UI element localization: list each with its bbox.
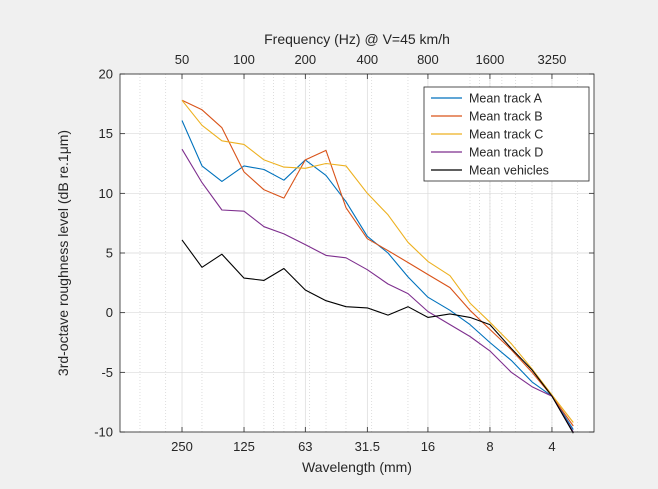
y-tick-label: 15 (99, 126, 113, 141)
x-tick-label: 4 (548, 439, 555, 454)
series-line-5 (181, 239, 574, 434)
series-line-4 (181, 148, 574, 433)
legend-label: Mean track B (469, 110, 543, 124)
y-tick-label: 0 (106, 305, 113, 320)
y-tick-label: 5 (106, 246, 113, 261)
y-axis-label: 3rd-octave roughness level (dB re.1μm) (55, 130, 71, 376)
series-line-2 (181, 99, 574, 427)
legend-label: Mean vehicles (469, 164, 549, 178)
legend-label: Mean track A (469, 92, 543, 106)
top-tick-label: 800 (417, 52, 439, 67)
x-tick-label: 8 (486, 439, 493, 454)
x-axis-label: Wavelength (mm) (302, 459, 412, 475)
x-tick-label: 125 (233, 439, 255, 454)
y-tick-label: -5 (101, 365, 113, 380)
top-tick-label: 100 (233, 52, 255, 67)
top-tick-label: 3250 (537, 52, 566, 67)
series-layer (181, 99, 574, 434)
x-tick-label: 16 (421, 439, 435, 454)
legend-items: Mean track A Mean track B Mean track C Mean… (431, 92, 549, 178)
series-line-3 (181, 99, 574, 423)
x-tick-label: 63 (298, 439, 312, 454)
legend-label: Mean track D (469, 146, 543, 160)
x-tick-label: 31.5 (355, 439, 380, 454)
top-tick-label: 200 (294, 52, 316, 67)
axis-ticks: 250 125 63 31.5 16 8 450 100 200 400 800 1600 3250-1… (94, 52, 594, 454)
legend: Mean track A Mean track B Mean track C Mean… (423, 86, 590, 182)
y-tick-label: -10 (94, 425, 113, 440)
top-tick-label: 50 (175, 52, 189, 67)
x-tick-label: 250 (171, 439, 193, 454)
top-tick-label: 1600 (475, 52, 504, 67)
legend-label: Mean track C (469, 128, 543, 142)
top-tick-label: 400 (356, 52, 378, 67)
y-tick-label: 20 (99, 67, 113, 82)
y-tick-label: 10 (99, 186, 113, 201)
top-axis-label: Frequency (Hz) @ V=45 km/h (264, 31, 450, 47)
